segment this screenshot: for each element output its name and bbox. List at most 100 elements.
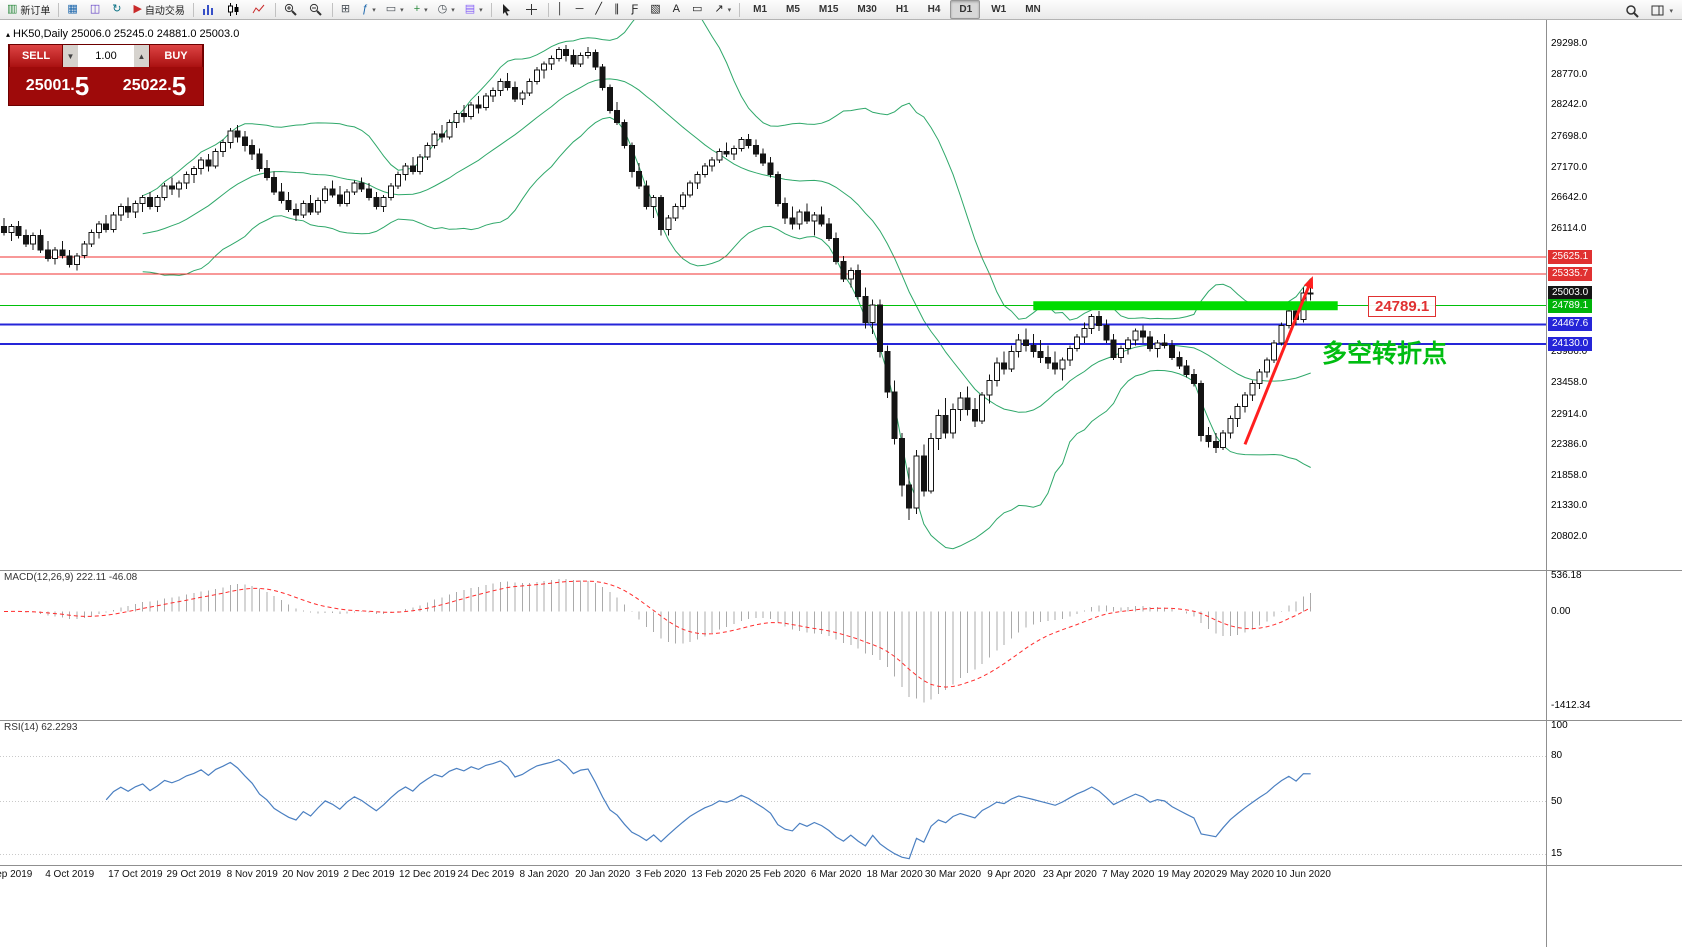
buy-price[interactable]: 25022. 5 xyxy=(122,71,187,101)
price-axis-label: 100 xyxy=(1551,720,1568,731)
zoom-in-button[interactable] xyxy=(280,0,303,19)
horizontal-line-button[interactable]: ─ xyxy=(572,0,590,19)
main-chart[interactable]: ▴ HK50,Daily 25006.0 25245.0 24881.0 2500… xyxy=(0,20,1546,570)
turning-point-label[interactable]: 多空转折点 xyxy=(1322,340,1448,368)
text-button[interactable]: A xyxy=(669,0,686,19)
tile-windows-button[interactable]: ⊞ xyxy=(337,0,356,19)
macd-panel: MACD(12,26,9) 222.11 -46.08 xyxy=(0,570,1546,720)
time-axis-label: 8 Nov 2019 xyxy=(226,869,278,880)
chevron-down-icon: ▾ xyxy=(400,6,404,14)
tf-h4-button[interactable]: H4 xyxy=(919,0,949,19)
price-axis-label: 22914.0 xyxy=(1551,409,1588,420)
line-chart-icon xyxy=(252,3,265,16)
trendline-button[interactable]: ╱ xyxy=(591,0,608,19)
equidistant-channel-button[interactable]: ∥ xyxy=(610,0,626,19)
text-label-icon: ▭ xyxy=(691,3,703,15)
crosshair-button[interactable] xyxy=(521,0,544,19)
tf-m5-button[interactable]: M5 xyxy=(777,0,808,19)
price-axis-label: 80 xyxy=(1551,750,1563,761)
zoom-in-icon xyxy=(284,3,297,16)
price-axis-label: 50 xyxy=(1551,796,1563,807)
buy-button[interactable]: BUY xyxy=(149,45,203,67)
arrows-button[interactable]: ↗ ▾ xyxy=(710,0,735,19)
price-axis-label: 536.18 xyxy=(1551,570,1582,581)
vertical-line-icon: │ xyxy=(556,3,564,15)
time-axis-label: 23 Sep 2019 xyxy=(0,869,33,880)
macd-chart[interactable] xyxy=(0,570,1546,720)
tf-m1-button[interactable]: M1 xyxy=(744,0,775,19)
time-axis-label: 24 Dec 2019 xyxy=(457,869,515,880)
line-chart-button[interactable] xyxy=(248,0,271,19)
tf-w1-button[interactable]: W1 xyxy=(982,0,1014,19)
tf-m15-button[interactable]: M15 xyxy=(810,0,846,19)
time-axis-label: 20 Jan 2020 xyxy=(575,869,631,880)
periods-button[interactable]: ◷ ▾ xyxy=(434,0,459,19)
volume-input[interactable] xyxy=(78,45,134,67)
refresh-button[interactable]: ↻ xyxy=(108,0,127,19)
tf-m30-label: M30 xyxy=(857,4,877,15)
tf-d1-button[interactable]: D1 xyxy=(950,0,981,19)
objects-list-button[interactable]: ▭ ▾ xyxy=(382,0,408,19)
bar-chart-button[interactable] xyxy=(198,0,221,19)
time-axis-label: 23 Apr 2020 xyxy=(1042,869,1097,880)
autotrading-label: 自动交易 xyxy=(144,6,185,17)
indicators-button[interactable]: ƒ ▾ xyxy=(358,0,380,19)
tf-m30-button[interactable]: M30 xyxy=(848,0,884,19)
shapes-button[interactable]: ▧ xyxy=(646,0,666,19)
toolbar: ▥ 新订单 ▦ ◫ ↻ ▶ 自动交易 ⊞ ƒ ▾ ▭ ▾ + ▾ ◷ ▾ ▤ ▾ │ ─ ╱ ∥ Ƒ ▧ A ▭ ↗ ▾ M1 M5 M15… xyxy=(0,0,1682,20)
vertical-line-button[interactable]: │ xyxy=(553,0,570,19)
macd-title: MACD(12,26,9) 222.11 -46.08 xyxy=(4,572,138,583)
rsi-chart[interactable] xyxy=(0,720,1546,865)
price-axis-label: 21858.0 xyxy=(1551,470,1588,481)
price-axis[interactable]: 29298.0 28770.0 28242.0 27698.0 27170.0 26642… xyxy=(1546,20,1682,947)
panel-separator[interactable] xyxy=(0,720,1682,721)
chevron-down-icon: ▾ xyxy=(372,6,376,14)
tf-m1-label: M1 xyxy=(753,4,768,15)
volume-up-button[interactable]: ▲ xyxy=(134,45,149,67)
candlestick-chart-type-button[interactable] xyxy=(223,0,246,19)
panel-toggle-button[interactable]: ▾ xyxy=(1647,1,1677,20)
candlestick-chart[interactable] xyxy=(0,20,1546,570)
rsi-title: RSI(14) 62.2293 xyxy=(4,722,78,733)
tf-mn-button[interactable]: MN xyxy=(1016,0,1049,19)
sell-button[interactable]: SELL xyxy=(9,45,63,67)
new-order-button[interactable]: ▥ 新订单 xyxy=(3,0,54,19)
toolbar-separator xyxy=(192,2,194,17)
periods-icon: ◷ xyxy=(437,3,448,15)
tf-m15-label: M15 xyxy=(818,4,839,15)
price-axis-marker: 24789.1 xyxy=(1548,299,1593,313)
sell-price[interactable]: 25001. 5 xyxy=(25,71,90,101)
price-axis-marker: 25335.7 xyxy=(1548,267,1593,281)
charts-window-button[interactable]: ▦ xyxy=(63,0,83,19)
templates-button[interactable]: ▤ ▾ xyxy=(461,0,487,19)
new-chart-button[interactable]: + ▾ xyxy=(410,0,432,19)
chevron-down-icon: ▾ xyxy=(727,6,732,14)
search-button[interactable] xyxy=(1621,1,1645,20)
toolbar-separator xyxy=(58,2,60,17)
panel-separator[interactable] xyxy=(0,865,1682,866)
cursor-icon xyxy=(500,3,513,16)
panel-toggle-icon xyxy=(1651,4,1665,18)
symbol-ohlc-text: HK50,Daily 25006.0 25245.0 24881.0 25003… xyxy=(13,28,240,40)
chevron-down-icon: ▾ xyxy=(1669,7,1673,15)
chevron-down-icon: ▾ xyxy=(479,6,483,14)
price-axis-label: 23986.0 xyxy=(1551,346,1588,357)
autotrading-button[interactable]: ▶ 自动交易 xyxy=(129,0,188,19)
text-label-button[interactable]: ▭ xyxy=(688,0,708,19)
tile-windows-icon: ⊞ xyxy=(340,3,351,15)
support-price-label[interactable]: 24789.1 xyxy=(1368,296,1437,317)
volume-down-button[interactable]: ▼ xyxy=(63,45,78,67)
fibonacci-button[interactable]: Ƒ xyxy=(627,0,644,19)
time-axis-label: 10 Jun 2020 xyxy=(1275,869,1331,880)
profile-button[interactable]: ◫ xyxy=(86,0,106,19)
symbol-icon: ▴ xyxy=(6,30,11,39)
price-axis-label: 23458.0 xyxy=(1551,377,1588,388)
cursor-button[interactable] xyxy=(496,0,519,19)
time-axis-label: 13 Feb 2020 xyxy=(691,869,748,880)
tf-h1-button[interactable]: H1 xyxy=(887,0,917,19)
price-axis-marker: 24467.6 xyxy=(1548,317,1593,331)
time-axis-label: 18 Mar 2020 xyxy=(866,869,923,880)
zoom-out-button[interactable] xyxy=(305,0,328,19)
panel-separator[interactable] xyxy=(0,570,1682,571)
